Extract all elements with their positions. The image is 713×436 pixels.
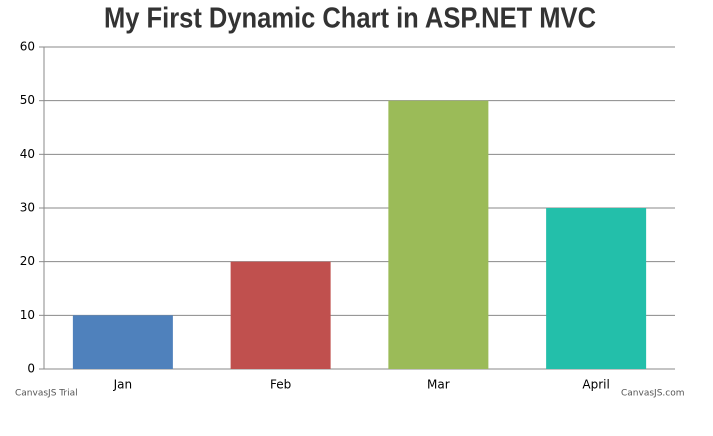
x-tick-label: Feb	[270, 378, 291, 392]
y-tick-label: 30	[20, 201, 35, 215]
chart-title: My First Dynamic Chart in ASP.NET MVC	[104, 3, 596, 35]
bar	[230, 261, 331, 369]
bar	[72, 315, 173, 369]
y-tick-label: 60	[20, 40, 35, 54]
bar	[546, 208, 647, 369]
y-tick-label: 40	[20, 147, 35, 161]
x-tick-label: April	[582, 378, 609, 392]
x-tick-label: Jan	[113, 378, 133, 392]
watermark: CanvasJS Trial	[15, 389, 78, 399]
bar	[388, 100, 489, 370]
y-tick-label: 50	[20, 93, 35, 107]
credit: CanvasJS.com	[621, 389, 684, 399]
x-tick-label: Mar	[427, 378, 450, 392]
y-tick-label: 20	[20, 254, 35, 268]
y-tick-label: 0	[27, 362, 35, 376]
y-tick-label: 10	[20, 308, 35, 322]
